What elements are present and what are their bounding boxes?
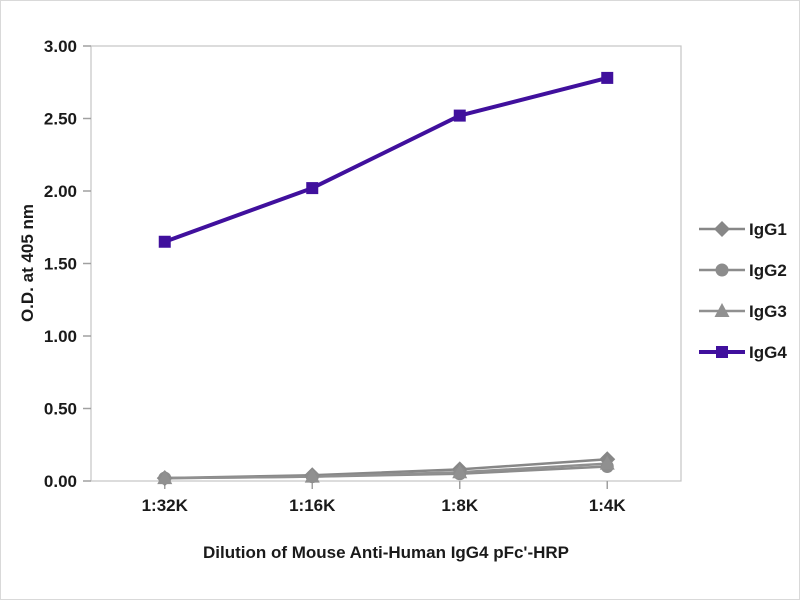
legend-label-IgG3: IgG3: [749, 302, 787, 321]
marker-IgG3-2: [452, 464, 468, 479]
marker-IgG4-1: [306, 182, 319, 195]
y-tick-label: 3.00: [44, 37, 77, 56]
y-tick-label: 1.50: [44, 255, 77, 274]
legend-label-IgG4: IgG4: [749, 343, 787, 362]
legend-marker-IgG4: [716, 346, 728, 358]
x-tick-label: 1:4K: [589, 496, 627, 515]
legend-label-IgG2: IgG2: [749, 261, 787, 280]
marker-IgG3-3: [599, 455, 615, 470]
legend-marker-IgG1: [714, 221, 730, 237]
marker-IgG4-3: [601, 71, 614, 84]
marker-IgG3-1: [304, 468, 320, 483]
x-tick-label: 1:32K: [142, 496, 189, 515]
y-tick-label: 0.00: [44, 472, 77, 491]
marker-IgG3-0: [157, 470, 173, 485]
y-tick-label: 0.50: [44, 400, 77, 419]
legend-marker-IgG2: [715, 263, 729, 277]
legend-marker-IgG3: [714, 303, 730, 317]
series-line-IgG3: [163, 462, 609, 480]
plot-border: [90, 45, 682, 482]
marker-IgG4-2: [453, 109, 466, 122]
y-tick-label: 2.00: [44, 182, 77, 201]
x-tick-label: 1:8K: [441, 496, 479, 515]
legend-label-IgG1: IgG1: [749, 220, 787, 239]
y-tick-label: 1.00: [44, 327, 77, 346]
x-tick-label: 1:16K: [289, 496, 336, 515]
y-tick-label: 2.50: [44, 110, 77, 129]
series-line-IgG4: [162, 75, 610, 244]
marker-IgG4-0: [158, 235, 171, 248]
